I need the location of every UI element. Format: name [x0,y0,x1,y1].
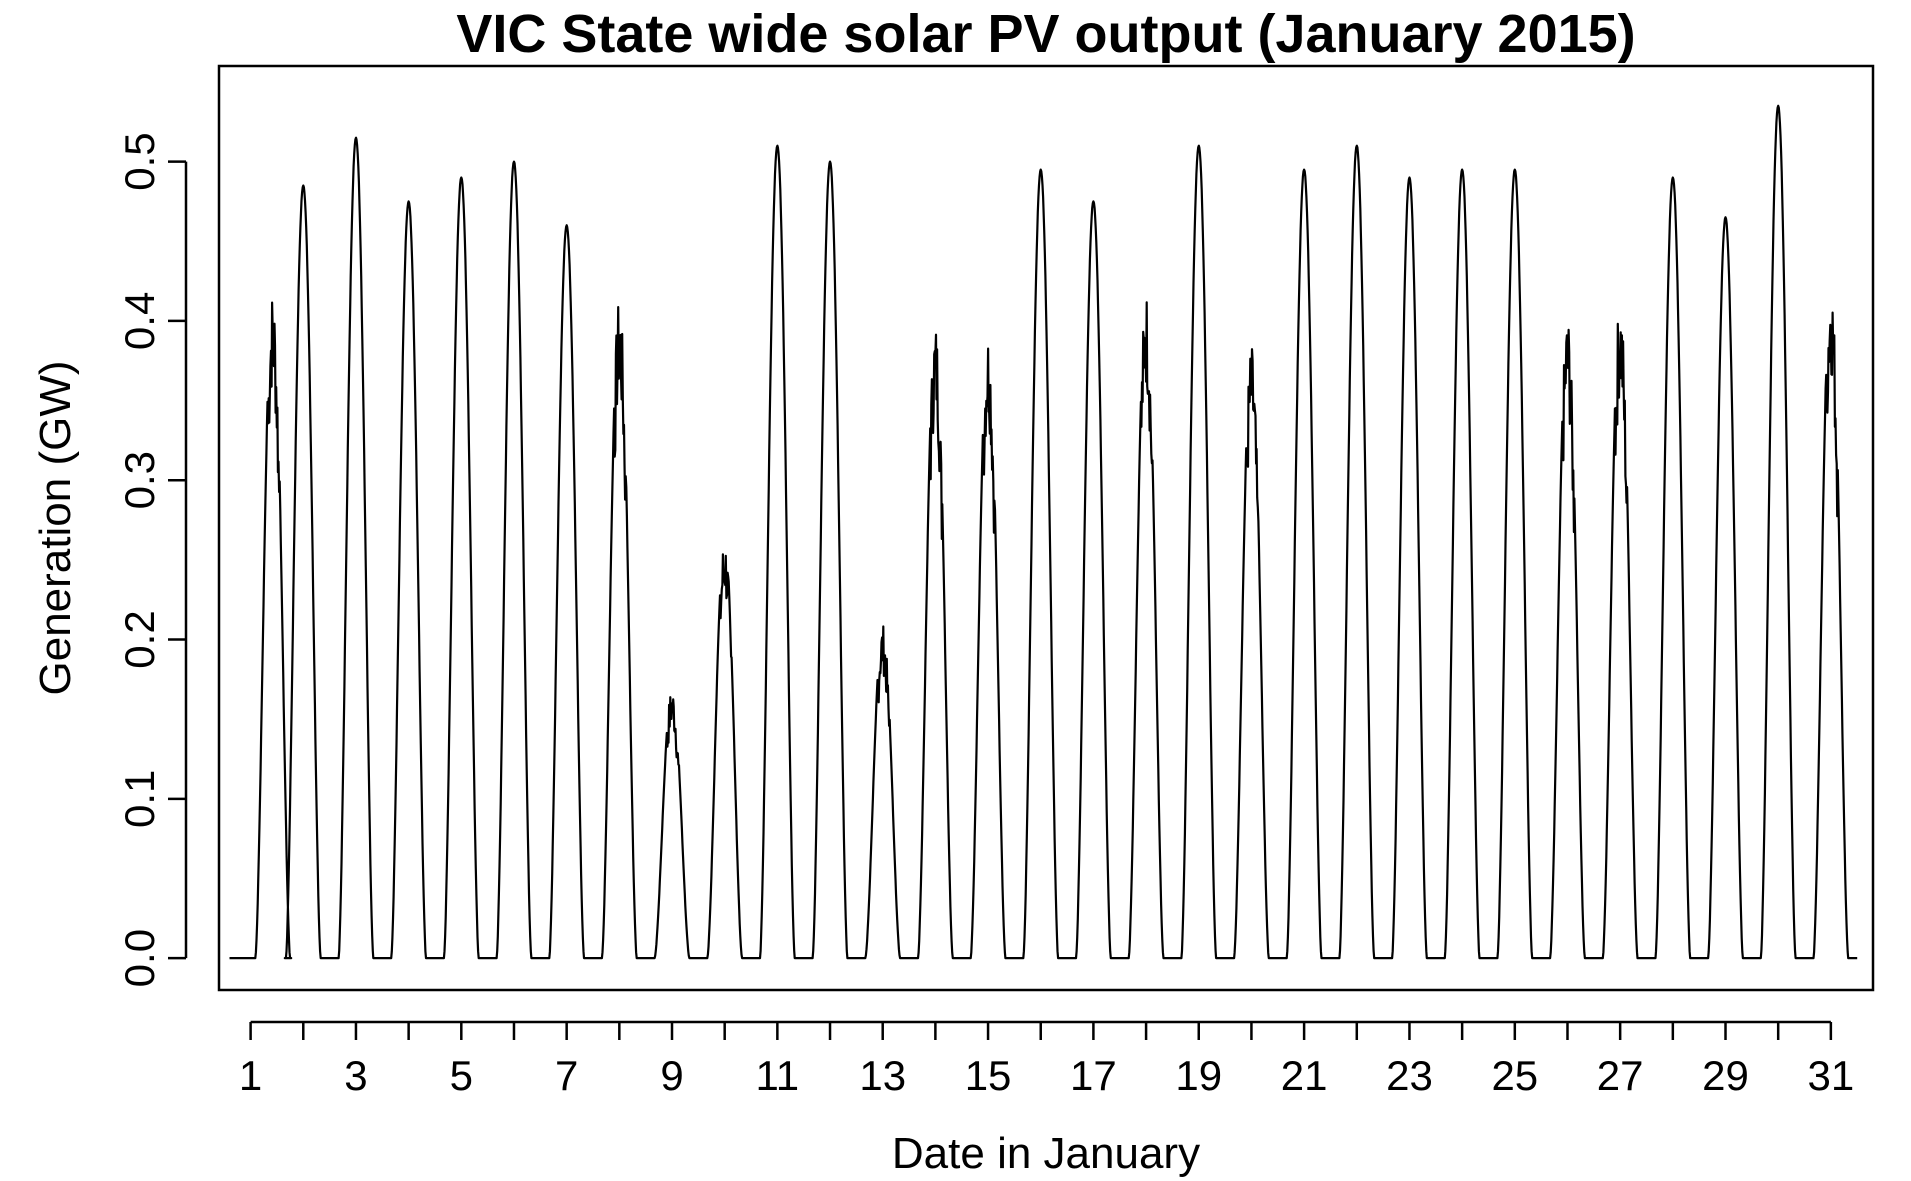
x-tick-label: 19 [1175,1052,1222,1099]
x-tick-label: 25 [1491,1052,1538,1099]
y-tick-label: 0.3 [116,451,163,509]
y-tick-label: 0.2 [116,610,163,668]
x-tick-label: 21 [1281,1052,1328,1099]
y-tick-label: 0.5 [116,132,163,190]
x-tick-label: 13 [859,1052,906,1099]
x-tick-label: 11 [756,1052,800,1099]
chart-title: VIC State wide solar PV output (January … [456,4,1635,64]
plot-frame [217,64,1875,992]
y-tick-label: 0.1 [116,770,163,828]
x-tick-label: 29 [1702,1052,1749,1099]
y-tick-label: 0.4 [116,292,163,350]
x-tick-label: 15 [965,1052,1012,1099]
series-line [229,104,1858,960]
y-axis-label: Generation (GW) [31,361,80,696]
x-tick-label: 3 [344,1052,367,1099]
x-tick-label: 23 [1386,1052,1433,1099]
x-tick-label: 9 [660,1052,683,1099]
x-axis: 1 3 5 7 9 11 13 15 17 19 21 23 25 27 29 31 [239,1020,1855,1099]
x-tick-label: 27 [1597,1052,1644,1099]
x-tick-label: 5 [450,1052,473,1099]
y-axis: 0.0 0.1 0.2 0.3 0.4 0.5 [116,132,188,987]
x-tick-label: 1 [239,1052,262,1099]
x-tick-label: 17 [1070,1052,1117,1099]
series-layer [229,104,1858,960]
x-axis-label: Date in January [892,1129,1200,1178]
x-tick-label: 31 [1808,1052,1855,1099]
x-tick-label: 7 [555,1052,578,1099]
y-tick-label: 0.0 [116,929,163,987]
